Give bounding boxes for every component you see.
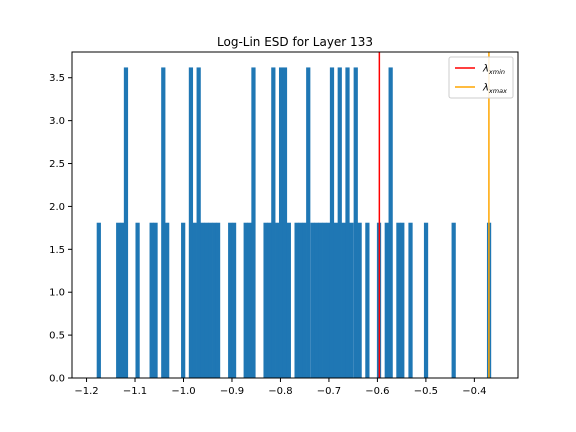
bar (326, 222, 331, 378)
bar (388, 67, 393, 378)
x-axis: −1.2 −1.1 −1.0 −0.9 −0.8 −0.7 −0.6 −0.5 −0.4 (74, 378, 487, 397)
y-tick-label: 0.5 (49, 331, 65, 342)
bar (271, 67, 276, 378)
bar (251, 67, 256, 378)
plot-frame (71, 51, 519, 379)
bar (329, 67, 335, 378)
bar (365, 222, 370, 378)
bar (123, 67, 129, 378)
bar (231, 222, 237, 378)
y-tick-label: 3.5 (49, 73, 65, 84)
x-tick-label: −0.9 (220, 386, 244, 397)
bar (212, 222, 217, 378)
bar (247, 222, 252, 378)
bar (423, 222, 429, 378)
bar (286, 222, 291, 378)
bar (310, 222, 315, 378)
x-tick-label: −1.2 (74, 386, 98, 397)
bar (357, 222, 362, 378)
bar (278, 67, 284, 378)
bar (181, 222, 186, 378)
y-tick-label: 2.5 (49, 159, 65, 170)
bar (400, 222, 405, 378)
bar (275, 222, 280, 378)
y-tick-label: 3.0 (49, 116, 65, 127)
x-tick-label: −0.8 (268, 386, 292, 397)
bar (96, 222, 101, 378)
bar (341, 222, 346, 378)
chart-title: Log-Lin ESD for Layer 133 (217, 35, 373, 49)
bar (333, 222, 338, 378)
bar (318, 222, 323, 378)
bar (188, 67, 194, 378)
bar (306, 67, 311, 378)
bar (345, 67, 350, 378)
bar (135, 222, 140, 378)
bar (302, 222, 307, 378)
bar (314, 222, 319, 378)
bar (208, 222, 213, 378)
bar (196, 67, 201, 378)
bar (349, 222, 354, 378)
bar (282, 67, 288, 378)
bar (200, 222, 205, 378)
x-tick-label: −0.7 (317, 386, 341, 397)
x-tick-label: −0.6 (365, 386, 389, 397)
bar (192, 222, 197, 378)
bar (228, 222, 233, 378)
bar (119, 222, 125, 378)
y-tick-label: 0.0 (49, 374, 65, 385)
bar (263, 222, 268, 378)
bar (204, 222, 209, 378)
bar (322, 222, 327, 378)
x-tick-label: −1.1 (123, 386, 147, 397)
x-tick-label: −0.4 (462, 386, 486, 397)
bar (337, 67, 342, 378)
bar (353, 67, 358, 378)
histogram-bars (96, 67, 492, 378)
y-tick-label: 1.5 (49, 245, 65, 256)
bar (396, 222, 401, 378)
threshold-lines (378, 52, 490, 378)
bar (161, 67, 166, 378)
bar (384, 222, 389, 378)
bar (116, 222, 121, 378)
bar (215, 222, 221, 378)
y-axis: 0.0 0.5 1.0 1.5 2.0 2.5 3.0 3.5 (49, 73, 72, 385)
bar (149, 222, 154, 378)
bar (243, 222, 248, 378)
bar (165, 222, 170, 378)
x-tick-label: −1.0 (171, 386, 195, 397)
bar (294, 222, 299, 378)
bar (451, 222, 456, 378)
bar (408, 222, 413, 378)
x-tick-label: −0.5 (414, 386, 438, 397)
bar (298, 222, 303, 378)
y-tick-label: 2.0 (49, 202, 65, 213)
y-tick-label: 1.0 (49, 288, 65, 299)
bar (267, 222, 272, 378)
bar (153, 222, 158, 378)
